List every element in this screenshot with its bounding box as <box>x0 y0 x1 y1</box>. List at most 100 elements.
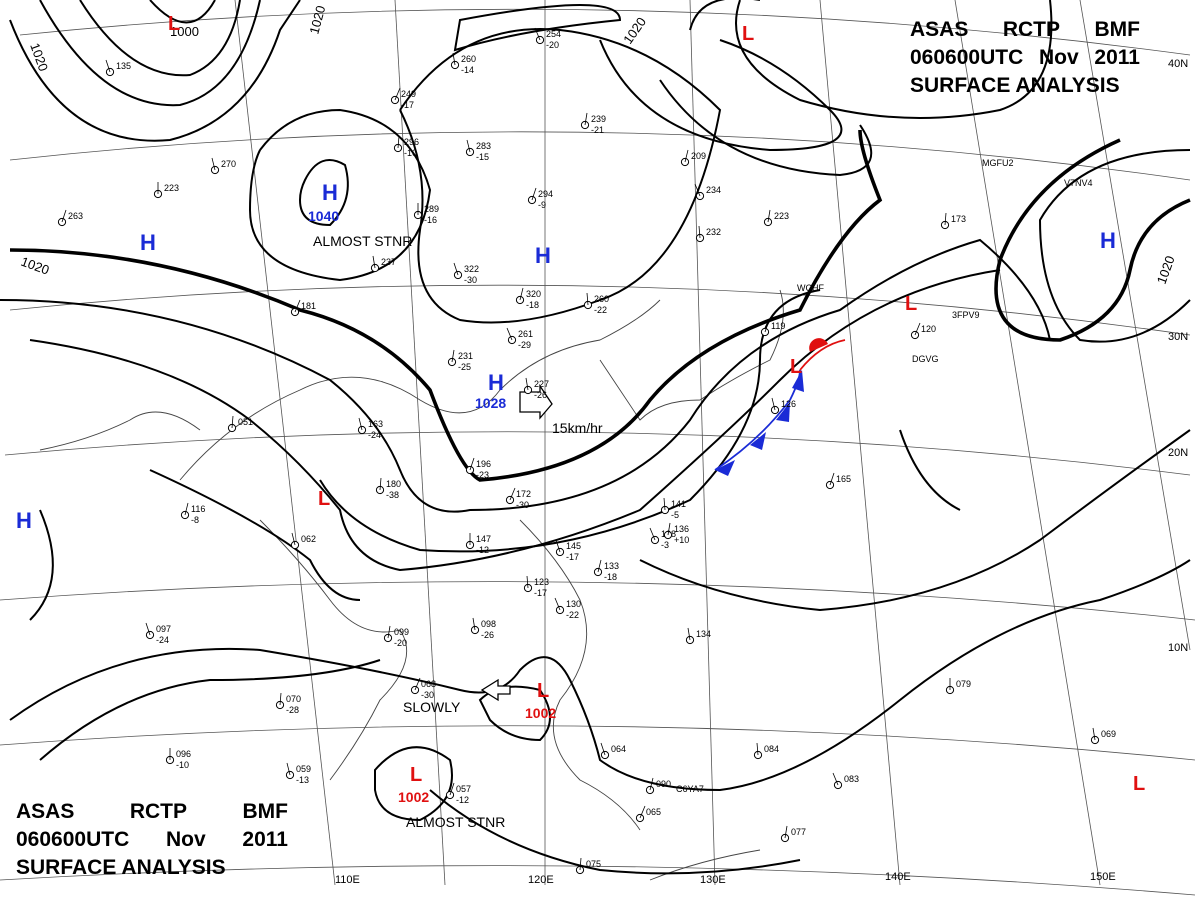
station-tendency: -22 <box>566 610 579 620</box>
title-station: RCTP <box>1002 18 1061 41</box>
station-tendency: -13 <box>296 775 309 785</box>
wind-barb <box>555 539 561 553</box>
low-center-label: L <box>1133 773 1145 795</box>
low-center-label: L <box>168 13 180 35</box>
station-pressure-code: 141 <box>671 499 686 509</box>
station-tendency: -25 <box>458 362 471 372</box>
wind-barb <box>784 825 788 839</box>
pressure-systems: H 1040 ALMOST STNR H 1028 15km/hr H H H … <box>16 13 1145 830</box>
station-pressure-code: 239 <box>591 114 606 124</box>
system-note: ALMOST STNR <box>406 814 505 830</box>
high-center-label: H <box>322 180 338 205</box>
station-tendency: -29 <box>518 340 531 350</box>
station-pressure-code: 062 <box>301 534 316 544</box>
motion-arrow-west <box>480 678 511 702</box>
station-tendency: -22 <box>594 305 607 315</box>
lat-label: 40N <box>1168 58 1188 70</box>
station-pressure-code: 069 <box>1101 729 1116 739</box>
wind-barb <box>649 527 656 541</box>
chart-title-top: ASAS RCTP BMF 060600UTC Nov 2011 SURFACE ANA… <box>910 16 1140 100</box>
wind-barb <box>472 617 476 631</box>
station-tendency: -26 <box>534 390 547 400</box>
wind-barb <box>453 262 459 276</box>
station-pressure-code: 196 <box>476 459 491 469</box>
station-tendency: -10 <box>404 148 417 158</box>
station-pressure-code: 223 <box>774 211 789 221</box>
lon-label: 130E <box>700 874 726 886</box>
wind-barb <box>944 212 947 226</box>
station-pressure-code: 098 <box>481 619 496 629</box>
station-tendency: -18 <box>526 300 539 310</box>
station-pressure-code: 123 <box>534 577 549 587</box>
title-station: RCTP <box>129 800 188 823</box>
low-center-pressure: 1002 <box>398 789 429 805</box>
station-pressure-code: 232 <box>706 227 721 237</box>
station-tendency: -24 <box>368 430 381 440</box>
station-pressure-code: 090 <box>656 779 671 789</box>
wind-barb <box>286 762 291 776</box>
system-note: SLOWLY <box>403 699 461 715</box>
station-tendency: -20 <box>394 638 407 648</box>
station-pressure-code: 116 <box>191 504 205 514</box>
station-pressure-code: 136 <box>674 524 689 534</box>
station-pressure-code: 289 <box>424 204 439 214</box>
station-tendency: -21 <box>591 125 604 135</box>
station-pressure-code: 173 <box>951 214 966 224</box>
wind-barb <box>379 477 382 491</box>
title-agency: ASAS <box>910 18 969 41</box>
isobars <box>0 0 1191 875</box>
title-month: Nov <box>1038 46 1079 69</box>
station-pressure-code: 068 <box>421 679 436 689</box>
warm-front <box>799 339 846 371</box>
station-tendency: -17 <box>534 588 547 598</box>
station-tendency: -10 <box>176 760 189 770</box>
wind-barb <box>291 532 296 546</box>
coastlines <box>39 289 784 881</box>
high-center-pressure: 1040 <box>308 208 339 224</box>
station-tendency: -12 <box>456 795 469 805</box>
station-pressure-code: 163 <box>368 419 383 429</box>
station-tendency: -30 <box>464 275 477 285</box>
lat-label: 20N <box>1168 447 1188 459</box>
station-pressure-code: 172 <box>516 489 531 499</box>
station-tendency: -16 <box>424 215 437 225</box>
wind-barb <box>506 327 513 341</box>
lat-label: 10N <box>1168 642 1188 654</box>
station-tendency: -18 <box>604 572 617 582</box>
wind-barb <box>519 287 524 301</box>
station-pressure-code: 181 <box>301 301 316 311</box>
wind-barb <box>61 209 67 223</box>
ship-id: C6YA7 <box>676 784 704 794</box>
station-pressure-code: 133 <box>604 561 619 571</box>
station-pressure-code: 261 <box>518 329 533 339</box>
isobar-label: 1020 <box>19 254 51 278</box>
station-pressure-code: 237 <box>381 257 396 267</box>
chart-title-bottom: ASAS RCTP BMF 060600UTC Nov 2011 SURFACE ANA… <box>16 798 288 882</box>
wind-barb <box>600 742 606 756</box>
station-tendency: +10 <box>674 535 689 545</box>
wind-barb <box>526 575 529 589</box>
wind-barb <box>829 472 835 486</box>
wind-barb <box>639 805 646 819</box>
station-pressure-code: 180 <box>386 479 401 489</box>
isobar-label: 1020 <box>620 14 649 46</box>
wind-barb <box>414 677 421 691</box>
station-pressure-code: 294 <box>538 189 553 199</box>
station-tendency: -38 <box>386 490 399 500</box>
station-tendency: -30 <box>516 500 529 510</box>
isobar-label: 1020 <box>1154 254 1178 286</box>
wind-barb <box>554 597 561 611</box>
station-tendency: -17 <box>566 552 579 562</box>
wind-barb <box>649 777 654 791</box>
station-tendency: -26 <box>481 630 494 640</box>
station-tendency: -24 <box>156 635 169 645</box>
station-pressure-code: 234 <box>706 185 721 195</box>
station-tendency: -9 <box>538 200 546 210</box>
title-time: 060600UTC <box>910 46 1024 69</box>
title-code: BMF <box>242 800 289 823</box>
lon-label: 120E <box>528 874 554 886</box>
wind-barb <box>451 349 455 363</box>
wind-barb <box>372 255 376 269</box>
